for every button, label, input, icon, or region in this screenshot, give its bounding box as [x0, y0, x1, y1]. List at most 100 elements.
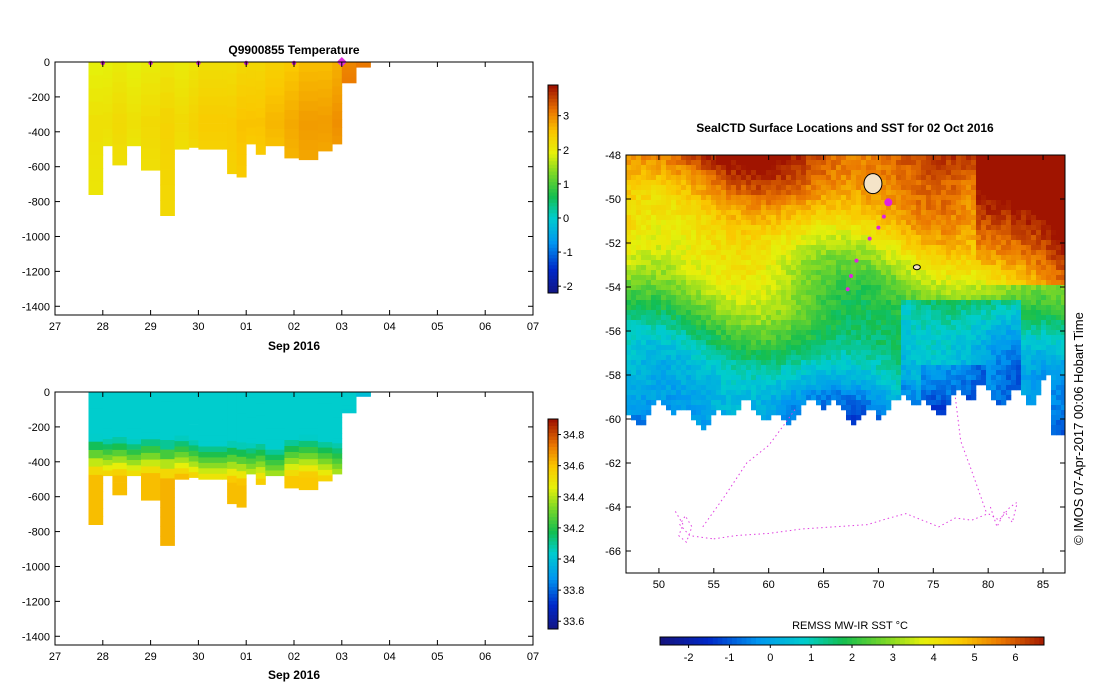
salinity-cast-4: [141, 452, 161, 461]
salinity-cast-12: [246, 402, 257, 408]
salinity-cast-11: [236, 464, 247, 472]
sst-cell: [976, 370, 982, 376]
sst-cell: [636, 290, 642, 296]
sst-cell: [656, 190, 662, 196]
sst-cell: [631, 230, 637, 236]
sst-cell: [1026, 160, 1032, 166]
sst-cell: [981, 340, 987, 346]
sst-cell: [996, 350, 1002, 356]
colorbar-segment: [548, 594, 558, 598]
salinity-cast-0: [88, 516, 104, 525]
salinity-cast-15: [284, 434, 300, 441]
sst-cell: [931, 340, 937, 346]
sst-cell: [706, 370, 712, 376]
sst-cell: [661, 235, 667, 241]
sst-cell: [1011, 280, 1017, 286]
sst-cell: [761, 255, 767, 261]
sst-cell: [746, 275, 752, 281]
sst-cell: [971, 310, 977, 316]
sst-cell: [641, 160, 647, 166]
sst-cell: [836, 220, 842, 226]
sst-cell: [981, 330, 987, 336]
sst-cell: [701, 215, 707, 221]
sst-cell: [1061, 190, 1065, 196]
sst-cell: [1051, 190, 1057, 196]
colorbar-segment: [548, 604, 558, 609]
sst-cell: [886, 165, 892, 171]
sst-cell: [881, 220, 887, 226]
sst-cell: [706, 185, 712, 191]
sst-cell: [951, 190, 957, 196]
sst-cell: [806, 275, 812, 281]
colorbar-segment: [548, 552, 558, 556]
sst-cell: [731, 290, 737, 296]
sst-cell: [731, 170, 737, 176]
sst-cell: [661, 315, 667, 321]
sst-cell: [876, 335, 882, 341]
sst-cell: [716, 235, 722, 241]
sst-cell: [666, 170, 672, 176]
sst-cell: [911, 270, 917, 276]
sst-cell: [681, 255, 687, 261]
sst-cell: [691, 170, 697, 176]
temperature-cast-18: [332, 103, 343, 112]
sst-cell: [796, 275, 802, 281]
temperature-panel: Q9900855 Temperature 0-200-400-600-800-1…: [22, 43, 573, 353]
sst-cell: [941, 260, 947, 266]
sst-cell: [726, 215, 732, 221]
sst-cell: [776, 195, 782, 201]
sst-cell: [706, 295, 712, 301]
sst-cell: [966, 190, 972, 196]
sst-cell: [726, 375, 732, 381]
sst-cell: [771, 320, 777, 326]
sst-cell: [891, 230, 897, 236]
sst-cell: [771, 280, 777, 286]
sst-cell: [681, 230, 687, 236]
sst-cell: [646, 240, 652, 246]
sst-cell: [781, 390, 787, 396]
sst-cell: [846, 200, 852, 206]
sst-cell: [851, 275, 857, 281]
sst-cell: [1016, 260, 1022, 266]
sst-cell: [861, 355, 867, 361]
sst-cell: [771, 245, 777, 251]
sst-cell: [696, 275, 702, 281]
sst-cell: [896, 370, 902, 376]
sst-cell: [631, 235, 637, 241]
sst-cell: [801, 240, 807, 246]
sst-cell: [851, 235, 857, 241]
sst-cell: [651, 160, 657, 166]
sst-cell: [731, 285, 737, 291]
sst-cell: [966, 255, 972, 261]
sst-cell: [1016, 205, 1022, 211]
sst-cell: [1036, 270, 1042, 276]
sst-cell: [666, 310, 672, 316]
sst-cell: [816, 210, 822, 216]
sst-cell: [1006, 375, 1012, 381]
sst-cell: [716, 385, 722, 391]
sst-cell: [701, 250, 707, 256]
sst-cell: [801, 170, 807, 176]
sst-cell: [696, 325, 702, 331]
sst-cell: [986, 250, 992, 256]
sst-cell: [731, 205, 737, 211]
sst-cell: [781, 265, 787, 271]
sst-cell: [981, 265, 987, 271]
sst-cell: [906, 185, 912, 191]
sst-cell: [761, 275, 767, 281]
sst-cell: [891, 300, 897, 306]
sst-cell: [891, 155, 897, 161]
sst-cell: [911, 310, 917, 316]
sst-cell: [836, 215, 842, 221]
sst-cell: [636, 285, 642, 291]
sst-cell: [1036, 355, 1042, 361]
colorbar-segment: [548, 147, 558, 152]
sst-cell: [1036, 365, 1042, 371]
temperature-cast-13: [255, 108, 266, 118]
sst-cell: [686, 230, 692, 236]
sst-cell: [761, 320, 767, 326]
colorbar-segment: [548, 164, 558, 169]
sst-cell: [891, 330, 897, 336]
temperature-cast-12: [246, 111, 257, 120]
sst-cell: [926, 165, 932, 171]
